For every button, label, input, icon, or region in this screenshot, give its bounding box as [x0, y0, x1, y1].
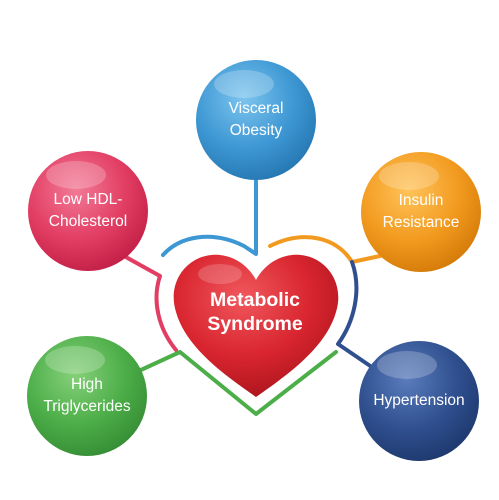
connector-hypertension — [336, 260, 384, 376]
connector-visceral — [161, 178, 258, 257]
connector-insulin — [268, 235, 382, 264]
connector-lines — [122, 178, 384, 416]
low-hdl-line1: Low HDL- — [53, 191, 123, 208]
center-title-line1: Metabolic — [210, 289, 300, 311]
visceral-obesity-line1: Visceral — [228, 100, 284, 117]
bubble-highlights — [45, 70, 439, 379]
visceral-obesity-line2: Obesity — [229, 122, 283, 139]
low-hdl-line2: Cholesterol — [48, 213, 128, 230]
low-hdl-label: Low HDL- Cholesterol — [28, 189, 148, 233]
triglycerides-label: High Triglycerides — [27, 374, 147, 418]
triglycerides-line2: Triglycerides — [43, 398, 131, 415]
insulin-resistance-label: Insulin Resistance — [361, 190, 481, 234]
insulin-resistance-line1: Insulin — [398, 192, 444, 209]
connector-low-hdl — [122, 254, 178, 352]
hypertension-label: Hypertension — [359, 390, 479, 412]
triglycerides-line1: High — [71, 376, 103, 393]
low-hdl-bubble — [28, 151, 148, 271]
visceral-obesity-bubble — [196, 60, 316, 180]
heart-shape — [173, 254, 339, 397]
connector-triglycerides — [128, 350, 338, 416]
center-title-line2: Syndrome — [207, 313, 303, 335]
hypertension-line1: Hypertension — [373, 392, 465, 409]
hypertension-bubble — [359, 341, 479, 461]
heart-highlight — [198, 264, 242, 284]
center-title: Metabolic Syndrome — [180, 288, 330, 336]
visceral-obesity-label: Visceral Obesity — [196, 98, 316, 142]
insulin-resistance-line2: Resistance — [382, 214, 460, 231]
triglycerides-bubble — [27, 336, 147, 456]
insulin-resistance-bubble — [361, 152, 481, 272]
